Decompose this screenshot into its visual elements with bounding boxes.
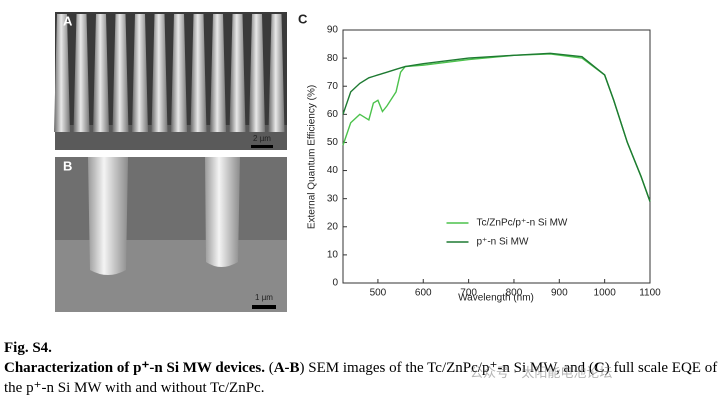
pillar <box>229 14 246 132</box>
figure-number: Fig. S4. <box>4 340 52 356</box>
panel-label: C <box>298 11 308 26</box>
x-axis-label: Wavelength (nm) <box>458 293 534 304</box>
caption-part: C <box>593 360 605 376</box>
data-line <box>342 53 651 202</box>
x-tick-label: 1000 <box>594 288 617 299</box>
y-tick-label: 50 <box>327 137 339 148</box>
y-tick-label: 60 <box>327 109 339 120</box>
plot-frame <box>342 29 651 284</box>
caption-part: A-B <box>273 360 300 376</box>
y-tick-label: 10 <box>327 250 339 261</box>
y-tick-label: 90 <box>327 25 339 36</box>
x-tick-label: 800 <box>506 288 523 299</box>
legend-label: Tc/ZnPc/p⁺-n Si MW <box>477 218 568 229</box>
caption-text: Characterization of p⁺-n Si MW devices. … <box>4 358 718 398</box>
caption-part: ) SEM images of the Tc/ZnPc/p⁺-n Si MW, … <box>299 360 594 376</box>
y-tick-label: 30 <box>327 193 339 204</box>
watermark: 公众号 · 太阳能电池论坛 <box>470 366 613 381</box>
pillar <box>210 14 226 132</box>
sem-image-b <box>55 157 287 312</box>
pillar <box>268 14 285 132</box>
data-line <box>342 52 651 202</box>
pillar <box>112 14 129 132</box>
pillar <box>73 14 90 132</box>
x-tick-label: 600 <box>415 288 432 299</box>
caption-part: Characterization of p⁺-n Si MW devices. <box>4 360 265 376</box>
panel-label: B <box>63 158 72 173</box>
sem-image-a <box>54 12 287 150</box>
pillar <box>151 14 168 132</box>
x-tick-label: 1100 <box>639 288 661 299</box>
scale-bar-label: 1 µm <box>255 293 273 302</box>
pillar <box>171 14 187 132</box>
pillar <box>54 14 70 132</box>
x-tick-label: 900 <box>551 288 568 299</box>
y-tick-label: 80 <box>327 53 339 64</box>
y-tick-label: 70 <box>327 81 339 92</box>
x-tick-label: 500 <box>370 288 387 299</box>
caption-part: ) full scale EQE of the p⁺-n Si MW with … <box>4 360 718 396</box>
pillar <box>93 14 109 132</box>
y-axis-label: External Quantum Efficiency (%) <box>307 85 318 229</box>
caption-part: ( <box>264 360 274 376</box>
pillar <box>132 14 148 132</box>
legend-label: p⁺-n Si MW <box>477 237 530 248</box>
caption: Fig. S4. Characterization of p⁺-n Si MW … <box>4 338 718 398</box>
pillar <box>249 14 265 132</box>
pillar <box>190 14 207 132</box>
scale-bar-label: 2 µm <box>253 134 271 143</box>
x-tick-label: 700 <box>460 288 477 299</box>
scale-bar <box>251 145 273 148</box>
panel-label: A <box>63 13 73 28</box>
y-tick-label: 0 <box>332 278 338 289</box>
y-tick-label: 40 <box>327 165 339 176</box>
figure: A 2 µm B 1 µm C Wavelength (nm) External… <box>54 11 661 312</box>
y-tick-label: 20 <box>327 221 339 232</box>
